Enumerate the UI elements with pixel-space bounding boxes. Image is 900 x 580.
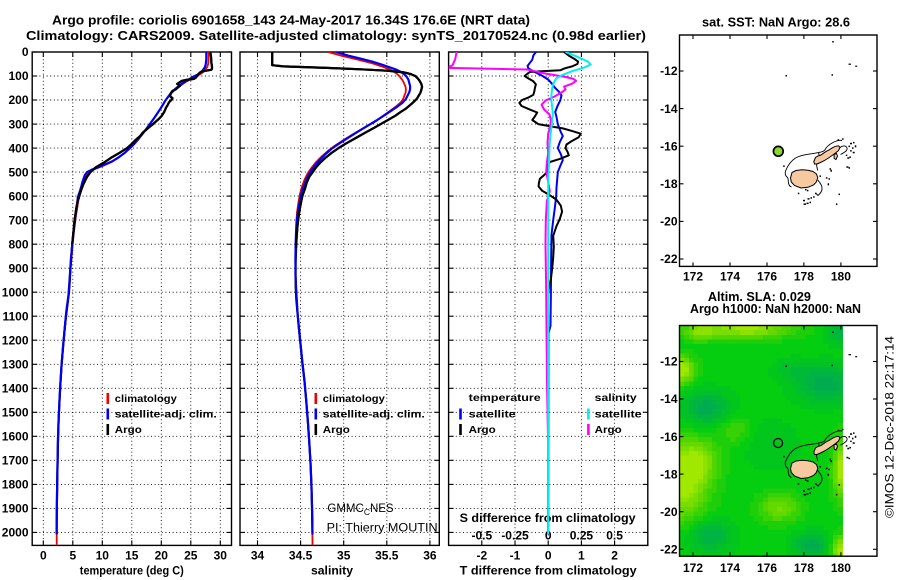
svg-text:salinity: salinity [311,564,353,578]
svg-text:0.25: 0.25 [570,529,594,543]
svg-text:©IMOS 12-Dec-2018 22:17:14: ©IMOS 12-Dec-2018 22:17:14 [885,335,897,518]
svg-text:Argo: Argo [115,424,142,436]
svg-text:25: 25 [184,549,198,563]
svg-text:Argo: Argo [469,424,496,436]
svg-text:1000: 1000 [2,285,29,299]
svg-text:-12: -12 [660,355,678,369]
svg-text:-14: -14 [660,102,678,116]
svg-text:1700: 1700 [2,454,29,468]
svg-text:-14: -14 [660,392,678,406]
svg-text:satellite: satellite [469,409,516,421]
svg-text:1400: 1400 [2,382,29,396]
svg-text:Altim. SLA: 0.029: Altim. SLA: 0.029 [708,289,811,304]
svg-text:-0.5: -0.5 [471,529,492,543]
svg-text:1600: 1600 [2,430,29,444]
svg-text:sat. SST: NaN Argo: 28.6: sat. SST: NaN Argo: 28.6 [702,15,850,30]
svg-text:-12: -12 [660,64,678,78]
svg-text:1900: 1900 [2,502,29,516]
svg-text:climatology: climatology [323,393,385,405]
svg-text:PI: Thierry MOUTIN: PI: Thierry MOUTIN [327,522,438,534]
svg-text:-0.25: -0.25 [501,529,529,543]
svg-text:T difference from climatology: T difference from climatology [460,564,637,578]
svg-text:0: 0 [40,549,47,563]
svg-text:1100: 1100 [2,309,28,323]
svg-text:0: 0 [545,549,552,563]
svg-text:176: 176 [757,561,777,575]
svg-text:-20: -20 [660,505,678,519]
svg-text:salinity: salinity [595,392,637,404]
svg-text:30: 30 [214,549,228,563]
svg-text:176: 176 [757,270,777,284]
svg-text:satellite-adj. clim.: satellite-adj. clim. [323,409,425,421]
svg-text:Climatology: CARS2009. Satelli: Climatology: CARS2009. Satellite-adjuste… [26,29,646,43]
svg-text:-2: -2 [476,549,487,563]
svg-text:15: 15 [125,549,139,563]
svg-text:300: 300 [8,117,28,131]
svg-text:35: 35 [337,549,351,563]
svg-text:180: 180 [831,270,851,284]
svg-text:178: 178 [794,561,814,575]
svg-text:temperature: temperature [469,392,541,404]
svg-text:-16: -16 [660,139,678,153]
svg-text:34.5: 34.5 [289,549,313,563]
svg-text:200: 200 [8,93,28,107]
svg-text:1300: 1300 [2,358,29,372]
svg-text:600: 600 [8,189,28,203]
svg-text:172: 172 [683,270,703,284]
svg-text:climatology: climatology [115,393,177,405]
svg-text:172: 172 [683,561,703,575]
svg-text:Argo: Argo [595,424,622,436]
svg-text:174: 174 [720,561,740,575]
svg-text:500: 500 [8,165,28,179]
svg-text:400: 400 [8,141,28,155]
svg-text:174: 174 [720,270,740,284]
svg-text:1: 1 [578,549,585,563]
svg-text:-22: -22 [660,543,678,557]
svg-text:-18: -18 [660,467,678,481]
svg-text:-18: -18 [660,177,678,191]
svg-text:180: 180 [831,561,851,575]
svg-text:2: 2 [611,549,618,563]
svg-text:34: 34 [251,549,265,563]
svg-text:100: 100 [8,69,28,83]
svg-text:satellite: satellite [595,409,642,421]
svg-text:5: 5 [69,549,76,563]
svg-text:1800: 1800 [2,478,29,492]
svg-text:satellite-adj. clim.: satellite-adj. clim. [115,409,217,421]
svg-text:0: 0 [545,529,552,543]
svg-text:2000: 2000 [2,526,29,540]
svg-text:0: 0 [22,45,29,59]
svg-text:GMMCCNES: GMMCCNES [327,503,394,517]
svg-text:35.5: 35.5 [375,549,399,563]
svg-text:800: 800 [8,237,28,251]
svg-text:20: 20 [155,549,169,563]
svg-text:10: 10 [96,549,110,563]
svg-text:-1: -1 [510,549,521,563]
svg-text:900: 900 [8,261,28,275]
svg-text:Argo: Argo [323,424,350,436]
svg-text:Argo profile: coriolis 6901658: Argo profile: coriolis 6901658_143 24-Ma… [52,14,530,28]
svg-text:1500: 1500 [2,406,29,420]
svg-text:-16: -16 [660,430,678,444]
svg-text:0.5: 0.5 [606,529,623,543]
svg-text:700: 700 [8,213,28,227]
svg-text:-22: -22 [660,252,678,266]
svg-text:1200: 1200 [2,333,29,347]
svg-text:temperature (deg C): temperature (deg C) [80,564,184,578]
svg-text:-20: -20 [660,215,678,229]
svg-text:178: 178 [794,270,814,284]
svg-text:Argo h1000: NaN h2000: NaN: Argo h1000: NaN h2000: NaN [690,301,861,316]
svg-text:36: 36 [423,549,437,563]
